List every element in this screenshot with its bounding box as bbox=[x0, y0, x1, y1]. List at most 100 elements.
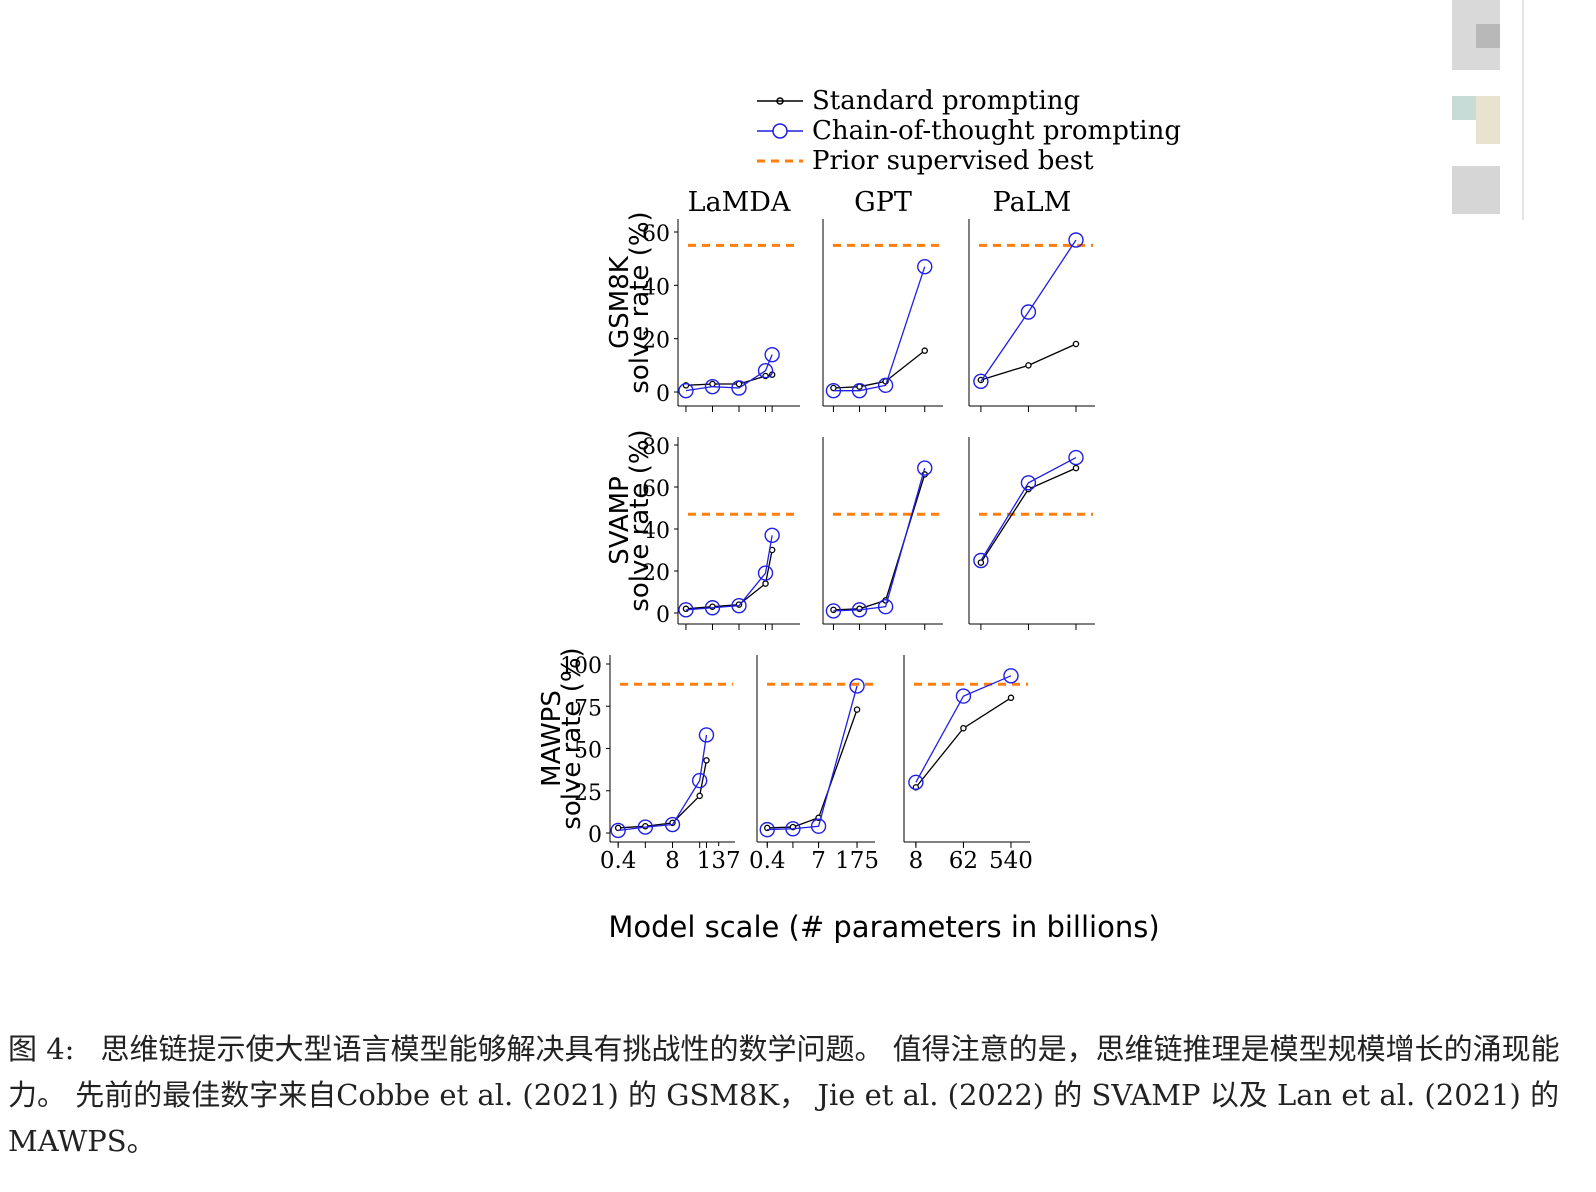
standard-point bbox=[853, 706, 861, 713]
panel-gsm8k-palm: PaLM bbox=[968, 187, 1095, 412]
cot-point bbox=[759, 821, 775, 838]
legend-prior-label: Prior supervised best bbox=[812, 146, 1094, 176]
cot-series-line bbox=[685, 354, 773, 392]
standard-series-line bbox=[685, 549, 773, 610]
cot-point bbox=[1020, 304, 1037, 320]
cot-point bbox=[877, 377, 894, 394]
cot-point bbox=[851, 602, 868, 618]
thumbnail-1b bbox=[1476, 24, 1500, 48]
figure-number: 图 4: bbox=[8, 1032, 75, 1066]
cot-point bbox=[664, 816, 681, 833]
standard-point bbox=[856, 383, 863, 390]
legend-standard-label: Standard prompting bbox=[812, 86, 1080, 116]
standard-series-line bbox=[618, 760, 708, 829]
cot-point bbox=[851, 382, 868, 399]
x-tick-label: 137 bbox=[697, 848, 741, 874]
y-tick-label: 50 bbox=[574, 739, 602, 764]
y-tick-label: 40 bbox=[642, 275, 670, 300]
legend-standard-marker bbox=[776, 97, 784, 105]
panel-svamp-palm bbox=[968, 437, 1095, 630]
cot-point bbox=[704, 378, 721, 395]
cot-point bbox=[757, 362, 774, 379]
standard-series-line bbox=[833, 474, 926, 611]
standard-point bbox=[696, 792, 703, 800]
standard-point bbox=[614, 824, 622, 832]
panel-title: GPT bbox=[854, 187, 912, 218]
cot-point bbox=[849, 678, 865, 694]
y-axis-label-line: GSM8K bbox=[605, 255, 635, 349]
y-axis-label-line: solve rate (%) bbox=[557, 647, 587, 829]
legend-cot-marker bbox=[772, 123, 788, 139]
y-tick-label: 20 bbox=[642, 561, 670, 586]
cot-point bbox=[1003, 668, 1019, 684]
side-divider bbox=[1522, 0, 1524, 220]
standard-point bbox=[960, 724, 967, 732]
cot-point bbox=[610, 822, 626, 839]
cot-point bbox=[785, 821, 801, 837]
y-tick-label: 0 bbox=[588, 823, 602, 848]
cot-point bbox=[678, 382, 694, 399]
y-tick-label: 60 bbox=[642, 477, 670, 502]
cot-series-line bbox=[767, 685, 858, 831]
x-tick-label: 540 bbox=[989, 848, 1033, 874]
y-axis-label-line: MAWPS bbox=[537, 690, 567, 787]
y-tick-label: 25 bbox=[574, 781, 602, 806]
thumbnail-2b bbox=[1476, 96, 1500, 144]
standard-point bbox=[703, 757, 710, 764]
standard-series-line bbox=[685, 374, 773, 386]
standard-point bbox=[921, 347, 928, 354]
cot-point bbox=[825, 603, 842, 619]
standard-point bbox=[735, 380, 743, 388]
standard-point bbox=[1072, 464, 1080, 472]
legend-cot-label: Chain-of-thought prompting bbox=[812, 116, 1181, 146]
standard-point bbox=[1025, 362, 1032, 369]
standard-point bbox=[1072, 340, 1080, 348]
cot-series-line bbox=[980, 457, 1077, 561]
panel-title: PaLM bbox=[993, 187, 1072, 218]
standard-point bbox=[830, 606, 837, 614]
panel-mawps-gpt: 0.4 7 175 bbox=[749, 655, 879, 874]
y-tick-label: 0 bbox=[656, 382, 670, 407]
x-tick-label: 0.4 bbox=[749, 848, 786, 874]
cot-point bbox=[908, 774, 924, 790]
cot-point bbox=[973, 552, 989, 569]
standard-point bbox=[642, 822, 649, 830]
y-axis-label-line: SVAMP bbox=[605, 476, 635, 565]
cot-point bbox=[764, 346, 780, 363]
panel-title: LaMDA bbox=[688, 187, 791, 218]
figure-caption: 图 4: 思维链提示使大型语言模型能够解决具有挑战性的数学问题。 值得注意的是，思… bbox=[8, 1026, 1578, 1164]
thumbnail-2 bbox=[1452, 96, 1476, 120]
standard-point bbox=[830, 384, 837, 392]
standard-series-line bbox=[980, 343, 1077, 381]
cot-series-line bbox=[685, 535, 773, 611]
cot-point bbox=[764, 527, 780, 543]
panel-svamp-gpt bbox=[822, 437, 943, 630]
y-tick-label: 40 bbox=[642, 519, 670, 544]
standard-series-line bbox=[833, 350, 926, 389]
x-tick-label: 8 bbox=[909, 848, 924, 874]
cot-point bbox=[691, 772, 708, 789]
standard-point bbox=[762, 580, 769, 587]
cot-point bbox=[1068, 232, 1084, 248]
cot-point bbox=[1020, 475, 1037, 491]
cot-point bbox=[917, 460, 933, 476]
x-axis-label: Model scale (# parameters in billions) bbox=[608, 910, 1159, 944]
cot-point bbox=[704, 600, 721, 616]
cot-point bbox=[917, 258, 933, 275]
cot-point bbox=[678, 602, 694, 618]
legend: Standard prompting Chain-of-thought prom… bbox=[757, 86, 1181, 176]
panel-mawps-palm: 8 62 540 bbox=[903, 655, 1033, 874]
cot-point bbox=[877, 599, 894, 615]
y-tick-label: 0 bbox=[656, 603, 670, 628]
y-axis-label-line: solve rate (%) bbox=[625, 211, 655, 393]
cot-point bbox=[1068, 449, 1084, 466]
cot-series-line bbox=[833, 266, 926, 392]
x-tick-label: 62 bbox=[949, 848, 978, 874]
cot-point bbox=[825, 382, 842, 399]
y-tick-label: 20 bbox=[642, 329, 670, 354]
cot-point bbox=[757, 565, 774, 581]
